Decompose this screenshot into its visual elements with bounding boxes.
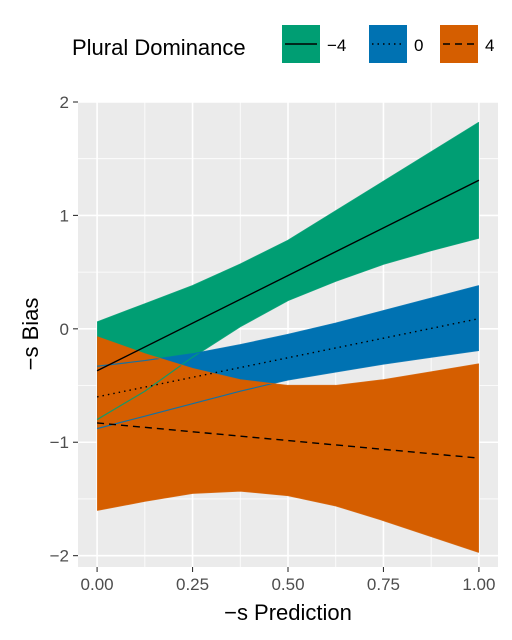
ribbon-lower-edge-2 <box>96 490 480 553</box>
ribbon-series-2 <box>97 336 479 553</box>
series-lines <box>96 179 480 459</box>
x-tick-label: 0.75 <box>367 575 400 594</box>
x-tick-label: 1.00 <box>462 575 495 594</box>
y-axis-title: −s Bias <box>18 298 43 371</box>
legend-label-2: 4 <box>485 36 494 55</box>
ribbon-edges <box>96 121 480 553</box>
x-tick-label: 0.00 <box>81 575 114 594</box>
y-tick-label: −1 <box>50 433 69 452</box>
legend-label-1: 0 <box>414 36 423 55</box>
fit-line-series-1 <box>96 317 480 398</box>
x-axis-title: −s Prediction <box>224 600 352 625</box>
fit-line-series-2 <box>97 422 479 459</box>
ribbon-lower-edge-0 <box>96 237 480 421</box>
legend-entries: −4 0 4 <box>282 25 494 63</box>
y-axis: −2 −1 0 1 2 <box>50 93 78 566</box>
legend: Plural Dominance −4 0 4 <box>72 25 494 63</box>
y-tick-label: 2 <box>60 93 69 112</box>
x-axis: 0.00 0.25 0.50 0.75 1.00 <box>81 567 495 594</box>
legend-label-0: −4 <box>327 36 346 55</box>
ribbon-upper-edge-0 <box>96 121 480 323</box>
x-tick-label: 0.50 <box>271 575 304 594</box>
y-tick-label: 0 <box>60 320 69 339</box>
legend-key-1 <box>369 25 407 63</box>
x-tick-label: 0.25 <box>176 575 209 594</box>
ribbon-upper-edge-2 <box>96 336 480 387</box>
legend-title: Plural Dominance <box>72 35 246 60</box>
y-tick-label: −2 <box>50 547 69 566</box>
fit-line-series-0 <box>96 179 480 372</box>
y-tick-label: 1 <box>60 206 69 225</box>
ribbons <box>97 122 479 553</box>
ribbon-lower-edge-1 <box>96 349 479 430</box>
ribbon-series-0 <box>97 122 479 420</box>
